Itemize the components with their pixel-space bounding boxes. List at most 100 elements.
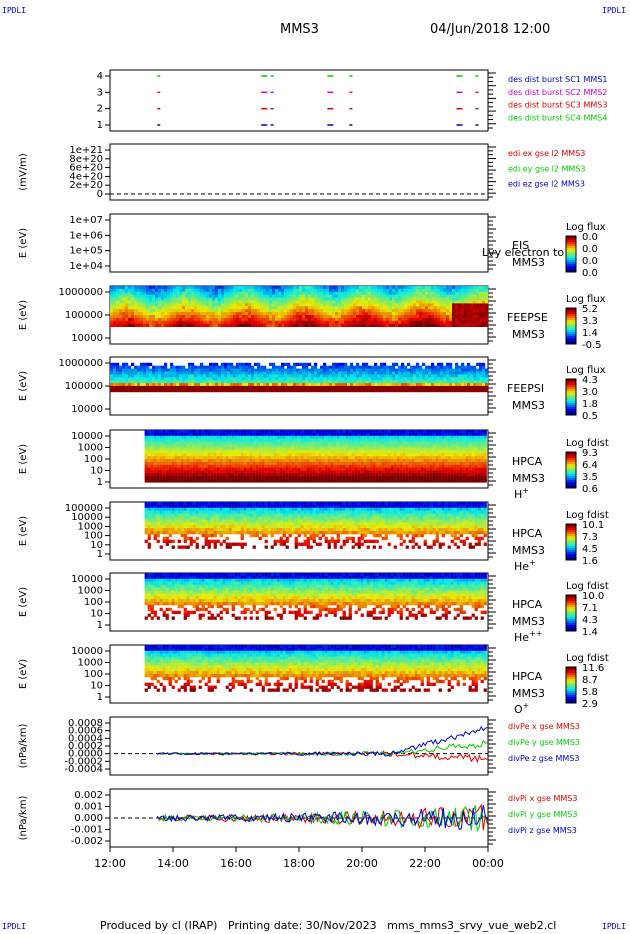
heatmap-cell: [290, 291, 294, 296]
heatmap-cell: [227, 297, 231, 301]
heatmap-cell: [225, 441, 229, 445]
heatmap-cell: [278, 365, 282, 369]
heatmap-cell: [458, 291, 462, 296]
heatmap-cell: [186, 453, 190, 457]
heatmap-cell: [467, 291, 471, 296]
heatmap-cell: [168, 432, 172, 437]
heatmap-cell: [203, 374, 207, 378]
heatmap-cell: [353, 377, 357, 381]
colorbar-cell: [566, 472, 576, 475]
heatmap-cell: [269, 320, 273, 325]
heatmap-cell: [360, 470, 364, 474]
heatmap-cell: [449, 309, 453, 313]
heatmap-cell: [206, 297, 210, 301]
heatmap-cell: [311, 317, 315, 322]
heatmap-cell: [410, 374, 414, 378]
heatmap-cell: [389, 371, 393, 375]
heatmap-cell: [234, 476, 238, 480]
heatmap-cell: [197, 317, 201, 322]
heatmap-cell: [164, 306, 168, 310]
heatmap-cell: [311, 365, 315, 369]
heatmap-cell: [296, 306, 300, 310]
heatmap-cell: [371, 294, 375, 298]
heatmap-cell: [246, 461, 250, 466]
heatmap-cell: [267, 430, 271, 434]
heatmap-cell: [321, 467, 325, 471]
heatmap-cell: [347, 371, 351, 375]
heatmap-cell: [276, 435, 280, 440]
heatmap-cell: [399, 430, 403, 434]
heatmap-cell: [449, 362, 453, 367]
heatmap-cell: [165, 476, 169, 480]
heatmap-cell: [359, 288, 363, 293]
heatmap-cell: [395, 288, 399, 293]
heatmap-cell: [270, 467, 274, 471]
heatmap-cell: [201, 459, 205, 463]
heatmap-cell: [198, 473, 202, 477]
heatmap-cell: [348, 476, 352, 480]
heatmap-cell: [233, 386, 237, 390]
heatmap-cell: [197, 286, 201, 290]
heatmap-cell: [335, 368, 339, 372]
heatmap-cell: [296, 388, 300, 393]
heatmap-cell: [293, 380, 297, 384]
heatmap-cell: [359, 317, 363, 322]
heatmap-cell: [431, 323, 435, 327]
heatmap-cell: [162, 447, 166, 451]
heatmap-cell: [185, 309, 189, 313]
heatmap-cell: [338, 388, 342, 393]
heatmap-cell: [353, 374, 357, 378]
heatmap-cell: [215, 368, 219, 372]
heatmap-cell: [458, 323, 462, 327]
heatmap-cell: [473, 294, 477, 298]
heatmap-cell: [378, 450, 382, 454]
heatmap-cell: [257, 374, 261, 378]
heatmap-cell: [377, 309, 381, 313]
heatmap-cell: [195, 470, 199, 474]
heatmap-cell: [345, 479, 349, 483]
heatmap-cell: [452, 303, 456, 307]
heatmap-cell: [194, 386, 198, 390]
heatmap-cell: [423, 476, 427, 480]
heatmap-cell: [371, 317, 375, 322]
heatmap-cell: [161, 320, 165, 325]
heatmap-cell: [362, 306, 366, 310]
heatmap-cell: [281, 377, 285, 381]
heatmap-cell: [419, 291, 423, 296]
heatmap-cell: [347, 380, 351, 384]
heatmap-cell: [428, 309, 432, 313]
heatmap-cell: [335, 294, 339, 298]
heatmap-cell: [414, 450, 418, 454]
heatmap-cell: [405, 459, 409, 463]
heatmap-cell: [396, 441, 400, 445]
heatmap-cell: [266, 288, 270, 293]
heatmap-cell: [149, 306, 153, 310]
heatmap-cell: [194, 368, 198, 372]
heatmap-cell: [329, 291, 333, 296]
heatmap-cell: [221, 297, 225, 301]
heatmap-cell: [345, 473, 349, 477]
heatmap-cell: [293, 315, 297, 319]
heatmap-cell: [279, 470, 283, 474]
heatmap-cell: [473, 320, 477, 325]
heatmap-cell: [408, 459, 412, 463]
heatmap-cell: [287, 371, 291, 375]
heatmap-cell: [116, 362, 120, 367]
heatmap-cell: [186, 447, 190, 451]
heatmap-cell: [116, 297, 120, 301]
heatmap-cell: [353, 323, 357, 327]
heatmap-cell: [122, 365, 126, 369]
heatmap-cell: [218, 312, 222, 316]
heatmap-cell: [221, 323, 225, 327]
heatmap-cell: [320, 383, 324, 387]
heatmap-cell: [284, 303, 288, 307]
panel-frame: [109, 213, 489, 273]
heatmap-cell: [387, 441, 391, 445]
heatmap-cell: [290, 374, 294, 378]
heatmap-cell: [470, 374, 474, 378]
heatmap-cell: [165, 447, 169, 451]
heatmap-cell: [237, 470, 241, 474]
heatmap-cell: [416, 312, 420, 316]
heatmap-cell: [327, 473, 331, 477]
heatmap-cell: [192, 438, 196, 442]
